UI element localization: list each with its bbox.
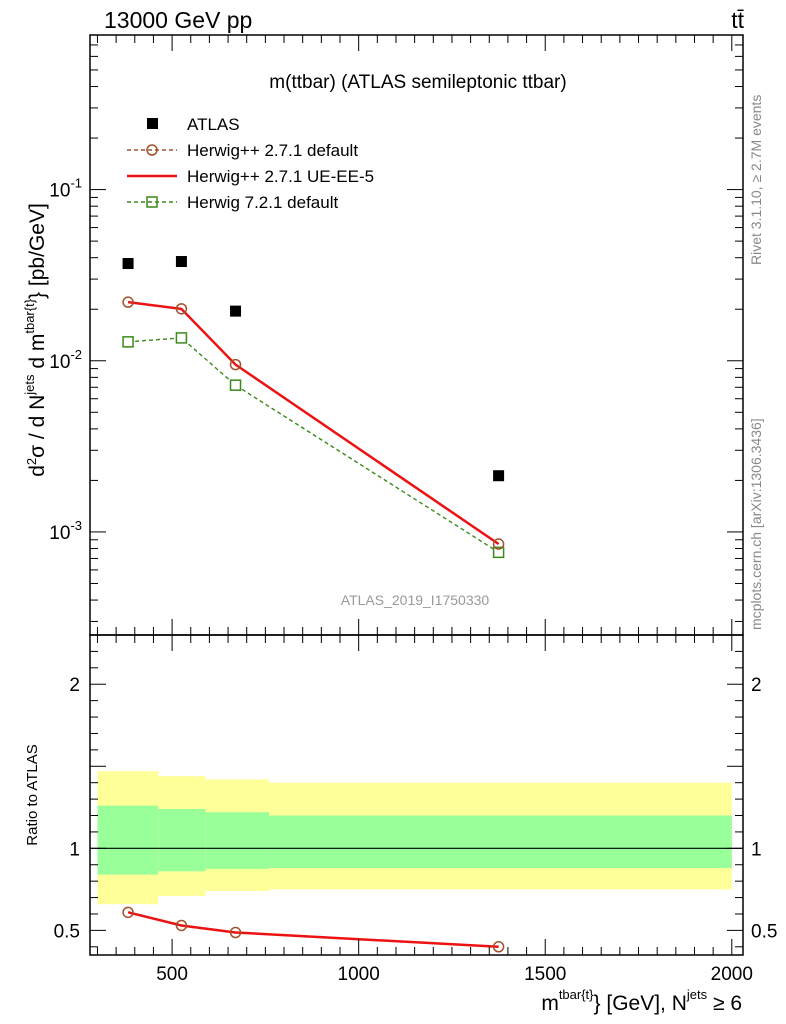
main-ylabel: d2σ / d Njets d mtbar{t}} [pb/GeV] <box>22 203 49 477</box>
herwig7-point <box>122 336 134 348</box>
ratio-plot-area <box>90 771 743 953</box>
herwigpp-default-point <box>492 538 505 550</box>
ratio-herwigpp-default-point <box>492 941 505 953</box>
herwigpp-default-point <box>175 303 188 315</box>
main-title: m(ttbar) (ATLAS semileptonic ttbar) <box>269 72 566 93</box>
legend-herwigpp-ueee5-label: Herwig++ 2.7.1 UE-EE-5 <box>187 167 374 186</box>
legend-herwigpp-default-marker <box>146 144 158 156</box>
main-y-tick-label: 10-1 <box>49 176 82 202</box>
main-y-tick-label: 10-3 <box>49 518 82 544</box>
ratio-band-inner <box>269 815 732 869</box>
ratio-ticks: 0.5 0.5 1 1 2 2 500 1000 1500 2000 <box>54 634 777 985</box>
ratio-band-inner <box>97 805 159 875</box>
ratio-herwigpp-default-point <box>175 919 188 932</box>
ratio-band-inner <box>205 812 270 869</box>
legend-herwigpp-default-label: Herwig++ 2.7.1 default <box>187 141 358 160</box>
ratio-frame <box>89 634 744 956</box>
main-y-tick-label: 10-2 <box>49 347 82 373</box>
legend-herwig7-marker <box>146 196 158 208</box>
atlas-point <box>175 256 187 268</box>
legend-atlas-marker <box>147 118 158 129</box>
x-tick-label: 2000 <box>711 964 753 985</box>
main-ticks: 10-3 10-2 10-1 <box>49 34 743 635</box>
herwigpp-default-point <box>229 358 242 371</box>
ratio-y-tick-label-right: 1 <box>751 839 762 860</box>
herwigpp-default-point <box>122 296 134 308</box>
ratio-band-inner <box>158 808 206 872</box>
ratio-ylabel: Ratio to ATLAS <box>24 744 41 845</box>
ratio-y-tick-label-right: 2 <box>751 675 762 696</box>
ratio-herwigpp-ueee5-line <box>127 911 499 949</box>
x-tick-label: 1500 <box>524 964 566 985</box>
side-mcplots-label: mcplots.cern.ch [arXiv:1306.3436] <box>748 418 764 630</box>
side-rivet-label: Rivet 3.1.10, ≥ 2.7M events <box>748 95 764 265</box>
header-right: tt̄ <box>731 7 744 33</box>
herwigpp-ueee5-line <box>127 300 500 546</box>
ratio-herwigpp-default-point <box>122 906 134 919</box>
atlas-point <box>122 258 134 270</box>
ratio-series-group <box>122 906 505 953</box>
x-tick-label: 500 <box>156 964 188 985</box>
ratio-y-tick-label-left: 0.5 <box>54 921 80 942</box>
herwig7-point <box>492 546 505 559</box>
x-axis-label: mtbar{t}} [GeV], Njets ≥ 6 <box>541 987 742 1015</box>
analysis-watermark: ATLAS_2019_I1750330 <box>341 592 490 608</box>
herwig7-point <box>229 379 242 391</box>
header-left: 13000 GeV pp <box>104 7 252 33</box>
main-plot-area <box>122 256 505 559</box>
herwig7-line <box>128 337 499 553</box>
atlas-point <box>230 305 242 317</box>
ratio-y-tick-label-right: 0.5 <box>751 921 777 942</box>
legend-herwig7-label: Herwig 7.2.1 default <box>187 193 338 212</box>
legend-atlas-label: ATLAS <box>187 115 240 134</box>
herwig7-point <box>175 332 188 344</box>
ratio-herwigpp-default-point <box>229 926 242 939</box>
x-tick-label: 1000 <box>338 964 380 985</box>
ratio-y-tick-label-left: 2 <box>69 675 80 696</box>
atlas-point <box>493 470 505 482</box>
legend: ATLAS Herwig++ 2.7.1 default Herwig++ 2.… <box>127 115 374 212</box>
ratio-y-tick-label-left: 1 <box>69 839 80 860</box>
